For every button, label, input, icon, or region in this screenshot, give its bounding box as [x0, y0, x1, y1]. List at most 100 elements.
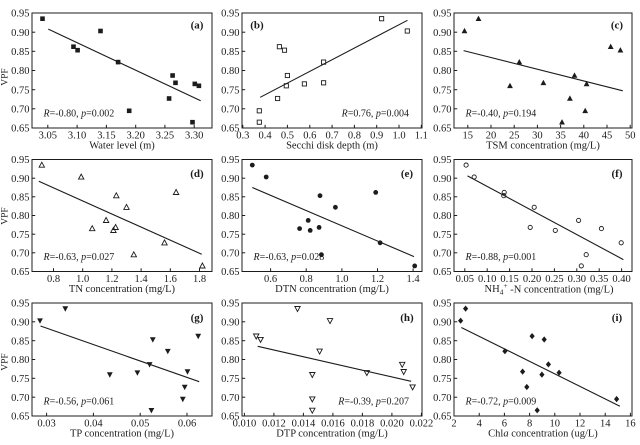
svg-text:0.95: 0.95 — [221, 9, 239, 20]
svg-text:R=-0.88, p=0.001: R=-0.88, p=0.001 — [465, 252, 537, 263]
svg-text:0.65: 0.65 — [221, 412, 239, 423]
svg-text:Secchi disk depth (m): Secchi disk depth (m) — [286, 141, 378, 152]
svg-text:(h): (h) — [400, 312, 414, 324]
svg-text:1.2: 1.2 — [105, 274, 118, 285]
svg-text:0.85: 0.85 — [221, 47, 239, 58]
svg-text:0.5: 0.5 — [281, 131, 294, 142]
svg-text:0.012: 0.012 — [262, 419, 286, 430]
svg-text:0.75: 0.75 — [433, 85, 451, 96]
svg-text:0.3: 0.3 — [236, 131, 249, 142]
svg-text:0.70: 0.70 — [221, 393, 239, 404]
svg-text:3.10: 3.10 — [68, 131, 86, 142]
svg-text:0.03: 0.03 — [37, 419, 55, 430]
svg-text:0.40: 0.40 — [612, 274, 630, 285]
svg-text:3.20: 3.20 — [127, 131, 145, 142]
svg-text:0.90: 0.90 — [11, 174, 29, 185]
svg-text:0.80: 0.80 — [221, 66, 239, 77]
svg-text:R=-0.63, p=0.027: R=-0.63, p=0.027 — [43, 252, 115, 263]
svg-text:0.85: 0.85 — [433, 192, 451, 203]
svg-text:0.06: 0.06 — [178, 419, 196, 430]
svg-text:0.8: 0.8 — [300, 274, 313, 285]
svg-text:16: 16 — [625, 419, 636, 430]
svg-text:0.75: 0.75 — [11, 230, 29, 241]
svg-text:1.6: 1.6 — [164, 274, 177, 285]
svg-text:DTN concentration (mg/L): DTN concentration (mg/L) — [275, 284, 389, 295]
svg-text:0.80: 0.80 — [221, 211, 239, 222]
svg-text:45: 45 — [602, 131, 613, 142]
svg-text:25: 25 — [509, 131, 520, 142]
svg-text:0.95: 0.95 — [11, 299, 29, 310]
svg-text:0.80: 0.80 — [11, 355, 29, 366]
svg-text:R=-0.63, p=0.028: R=-0.63, p=0.028 — [253, 252, 325, 263]
svg-text:0.014: 0.014 — [292, 419, 316, 430]
svg-text:R=-0.72, p=0.009: R=-0.72, p=0.009 — [465, 397, 537, 408]
svg-text:0.90: 0.90 — [221, 28, 239, 39]
svg-text:R=-0.80, p=0.002: R=-0.80, p=0.002 — [43, 109, 115, 120]
svg-text:0.90: 0.90 — [433, 317, 451, 328]
svg-text:4: 4 — [477, 419, 483, 430]
svg-text:0.35: 0.35 — [590, 274, 608, 285]
svg-text:0.25: 0.25 — [545, 274, 563, 285]
svg-text:R=-0.56, p=0.061: R=-0.56, p=0.061 — [43, 397, 115, 408]
svg-text:0.95: 0.95 — [11, 155, 29, 166]
svg-text:3.15: 3.15 — [97, 131, 115, 142]
svg-text:0.70: 0.70 — [11, 104, 29, 115]
svg-text:0.90: 0.90 — [221, 174, 239, 185]
svg-text:0.80: 0.80 — [221, 355, 239, 366]
svg-text:0.6: 0.6 — [264, 274, 277, 285]
svg-text:(e): (e) — [401, 168, 414, 180]
svg-text:0.85: 0.85 — [11, 192, 29, 203]
svg-text:0.80: 0.80 — [433, 211, 451, 222]
svg-text:0.04: 0.04 — [84, 419, 103, 430]
svg-text:10: 10 — [550, 419, 561, 430]
svg-text:0.75: 0.75 — [433, 230, 451, 241]
svg-text:0.70: 0.70 — [221, 248, 239, 259]
svg-text:0.70: 0.70 — [433, 104, 451, 115]
svg-text:0.95: 0.95 — [221, 299, 239, 310]
svg-text:DTP concentration (mg/L): DTP concentration (mg/L) — [276, 429, 388, 440]
svg-text:0.75: 0.75 — [221, 374, 239, 385]
svg-text:8: 8 — [527, 419, 532, 430]
svg-text:0.8: 0.8 — [348, 131, 361, 142]
svg-text:(i): (i) — [612, 312, 623, 324]
svg-text:0.75: 0.75 — [433, 374, 451, 385]
svg-text:0.65: 0.65 — [433, 412, 451, 423]
svg-text:0.022: 0.022 — [410, 419, 434, 430]
svg-text:0.95: 0.95 — [221, 155, 239, 166]
svg-text:(d): (d) — [190, 168, 204, 180]
svg-text:0.65: 0.65 — [221, 124, 239, 135]
svg-text:TN concentration (mg/L): TN concentration (mg/L) — [69, 284, 176, 295]
svg-text:0.80: 0.80 — [433, 355, 451, 366]
svg-text:(c): (c) — [611, 20, 624, 32]
svg-text:1.0: 1.0 — [76, 274, 89, 285]
svg-text:0.75: 0.75 — [221, 230, 239, 241]
svg-text:NH4+ -N concentration (mg/L): NH4+ -N concentration (mg/L) — [485, 281, 614, 297]
svg-text:TP concentration (mg/L): TP concentration (mg/L) — [70, 429, 174, 440]
svg-text:1.2: 1.2 — [371, 274, 384, 285]
svg-text:1.4: 1.4 — [407, 274, 421, 285]
svg-text:0.6: 0.6 — [303, 131, 316, 142]
svg-text:(f): (f) — [612, 168, 623, 180]
svg-text:0.95: 0.95 — [433, 9, 451, 20]
svg-text:0.80: 0.80 — [11, 66, 29, 77]
svg-text:20: 20 — [486, 131, 497, 142]
svg-text:0.65: 0.65 — [11, 267, 29, 278]
svg-text:0.85: 0.85 — [221, 192, 239, 203]
svg-text:0.75: 0.75 — [11, 374, 29, 385]
svg-text:1.4: 1.4 — [135, 274, 149, 285]
svg-text:3.25: 3.25 — [156, 131, 174, 142]
svg-text:0.010: 0.010 — [233, 419, 257, 430]
svg-text:(b): (b) — [250, 20, 264, 32]
svg-text:0.90: 0.90 — [11, 28, 29, 39]
svg-text:40: 40 — [579, 131, 590, 142]
svg-text:1.0: 1.0 — [335, 274, 348, 285]
svg-text:1.0: 1.0 — [392, 131, 405, 142]
svg-text:VPF: VPF — [1, 207, 11, 224]
svg-text:14: 14 — [600, 419, 611, 430]
svg-text:0.65: 0.65 — [433, 267, 451, 278]
svg-text:R=-0.39, p=0.207: R=-0.39, p=0.207 — [337, 397, 409, 408]
svg-text:0.85: 0.85 — [433, 47, 451, 58]
svg-text:0.80: 0.80 — [11, 211, 29, 222]
svg-text:R=0.76, p=0.004: R=0.76, p=0.004 — [341, 109, 409, 120]
svg-text:0.70: 0.70 — [11, 393, 29, 404]
